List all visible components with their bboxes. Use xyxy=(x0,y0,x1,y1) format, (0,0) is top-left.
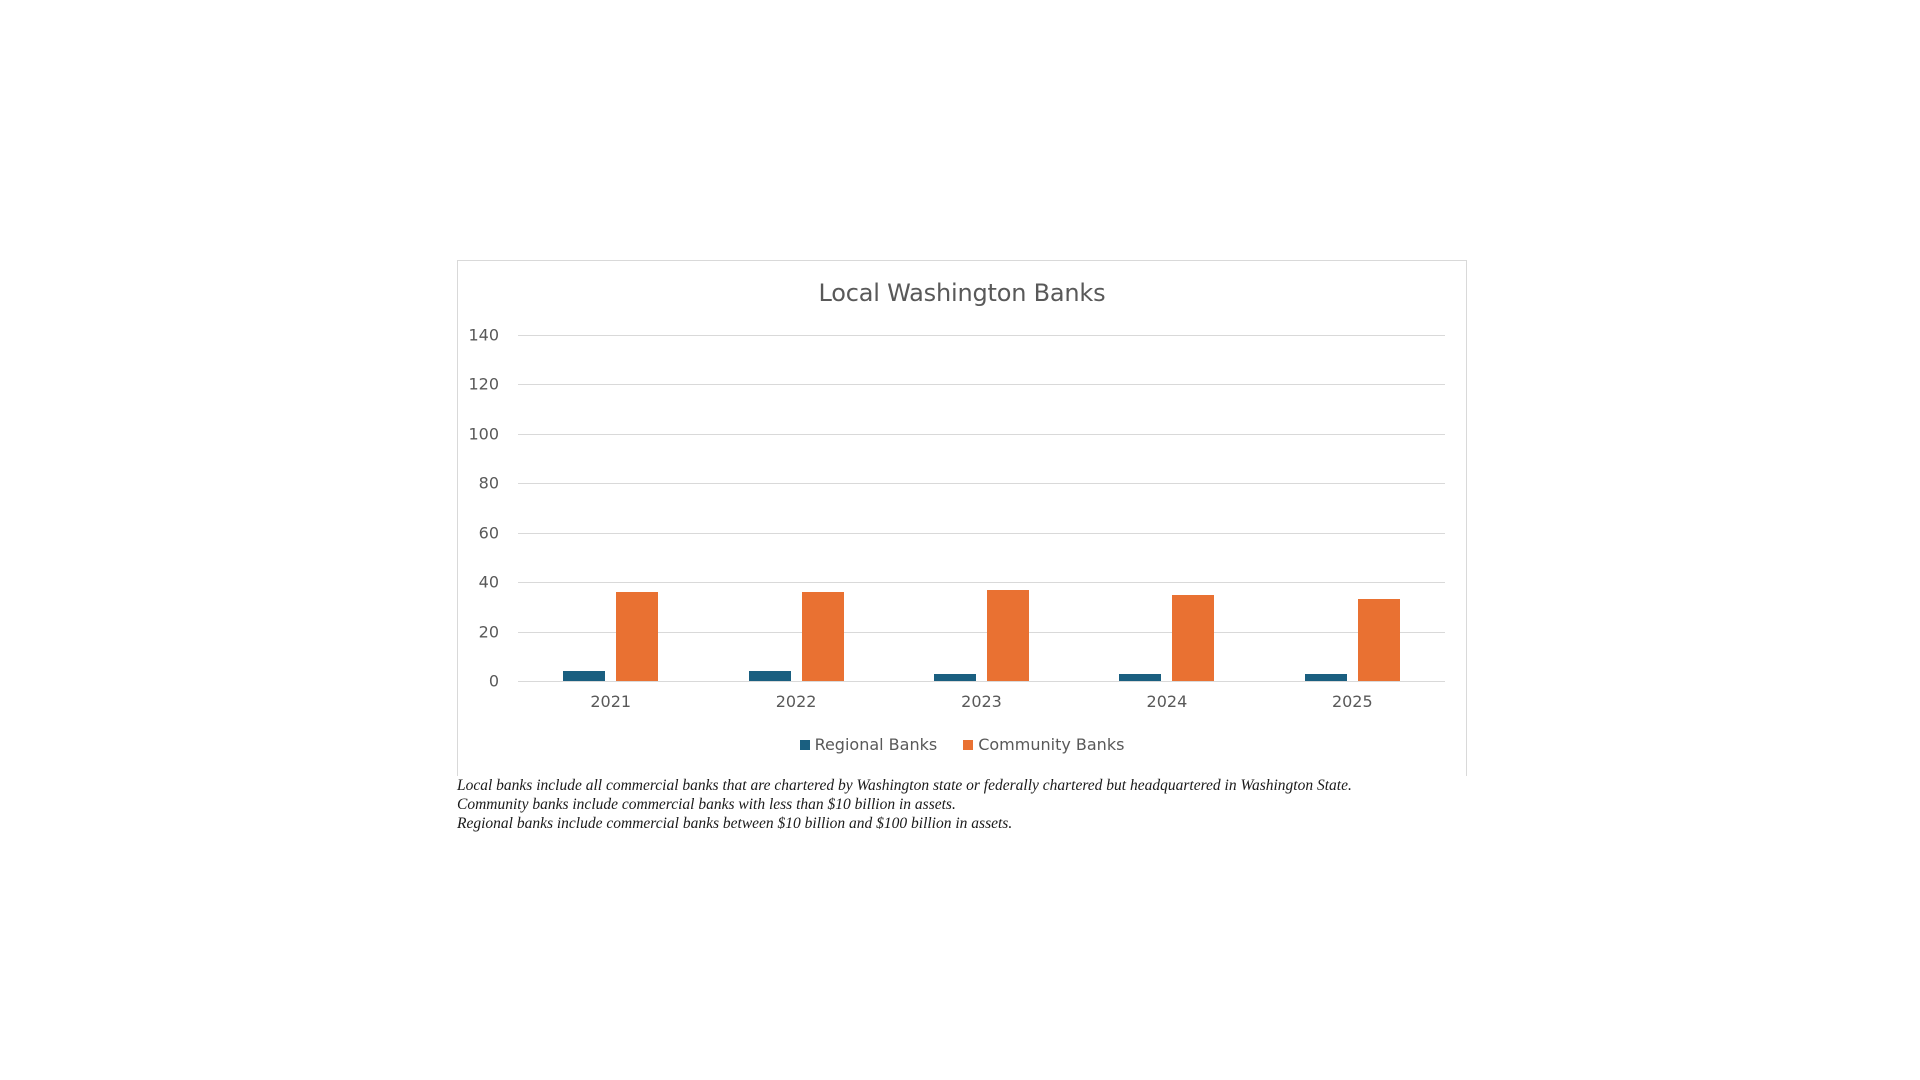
bar-community-banks-2025[interactable] xyxy=(1357,599,1400,681)
footnotes: Local banks include all commercial banks… xyxy=(457,776,1352,833)
bar-community-banks-2021[interactable] xyxy=(616,592,659,681)
x-axis-tick-label: 2021 xyxy=(590,692,632,711)
legend-swatch-icon xyxy=(799,739,810,750)
x-axis-tick-label: 2024 xyxy=(1146,692,1188,711)
bar-community-banks-2023[interactable] xyxy=(987,589,1029,681)
gridline xyxy=(518,631,1445,633)
legend-item-regional-banks[interactable]: Regional Banks xyxy=(799,735,938,754)
gridline xyxy=(518,681,1445,682)
x-axis-tick-label: 2023 xyxy=(961,692,1002,711)
y-axis-tick-label: 80 xyxy=(478,473,499,493)
legend-swatch-icon xyxy=(963,739,974,750)
bar-community-banks-2022[interactable] xyxy=(801,592,844,681)
footnote-regional-banks: Regional banks include commercial banks … xyxy=(457,815,1013,832)
legend-label: Community Banks xyxy=(978,735,1125,754)
gridline xyxy=(518,433,1445,435)
bar-regional-banks-2021[interactable] xyxy=(563,671,606,681)
legend-item-community-banks[interactable]: Community Banks xyxy=(963,735,1124,754)
footnote-community-banks: Community banks include commercial banks… xyxy=(457,796,956,813)
gridline xyxy=(518,532,1445,534)
legend: Regional Banks Community Banks xyxy=(458,735,1466,754)
chart-frame: Local Washington Banks Regional Banks Co… xyxy=(457,260,1467,776)
y-axis-tick-label: 100 xyxy=(468,424,499,444)
y-axis-tick-label: 40 xyxy=(478,572,499,592)
y-axis-tick-label: 60 xyxy=(478,523,499,543)
gridline xyxy=(518,582,1445,584)
chart-title: Local Washington Banks xyxy=(818,279,1106,307)
y-axis-tick-label: 0 xyxy=(488,671,499,691)
bar-community-banks-2024[interactable] xyxy=(1172,594,1215,681)
footnote-local-banks: Local banks include all commercial banks… xyxy=(457,777,1352,794)
gridline xyxy=(518,335,1445,336)
bar-regional-banks-2022[interactable] xyxy=(748,671,791,681)
x-axis-tick-label: 2022 xyxy=(775,692,817,711)
bar-regional-banks-2025[interactable] xyxy=(1304,673,1347,681)
gridline xyxy=(518,483,1445,485)
legend-label: Regional Banks xyxy=(814,735,938,754)
gridline xyxy=(518,384,1445,386)
x-axis-tick-label: 2025 xyxy=(1331,692,1373,711)
bar-regional-banks-2024[interactable] xyxy=(1119,673,1162,681)
y-axis-tick-label: 120 xyxy=(468,374,499,394)
y-axis-tick-label: 20 xyxy=(478,622,499,642)
bar-regional-banks-2023[interactable] xyxy=(934,673,976,681)
y-axis-tick-label: 140 xyxy=(468,325,499,345)
